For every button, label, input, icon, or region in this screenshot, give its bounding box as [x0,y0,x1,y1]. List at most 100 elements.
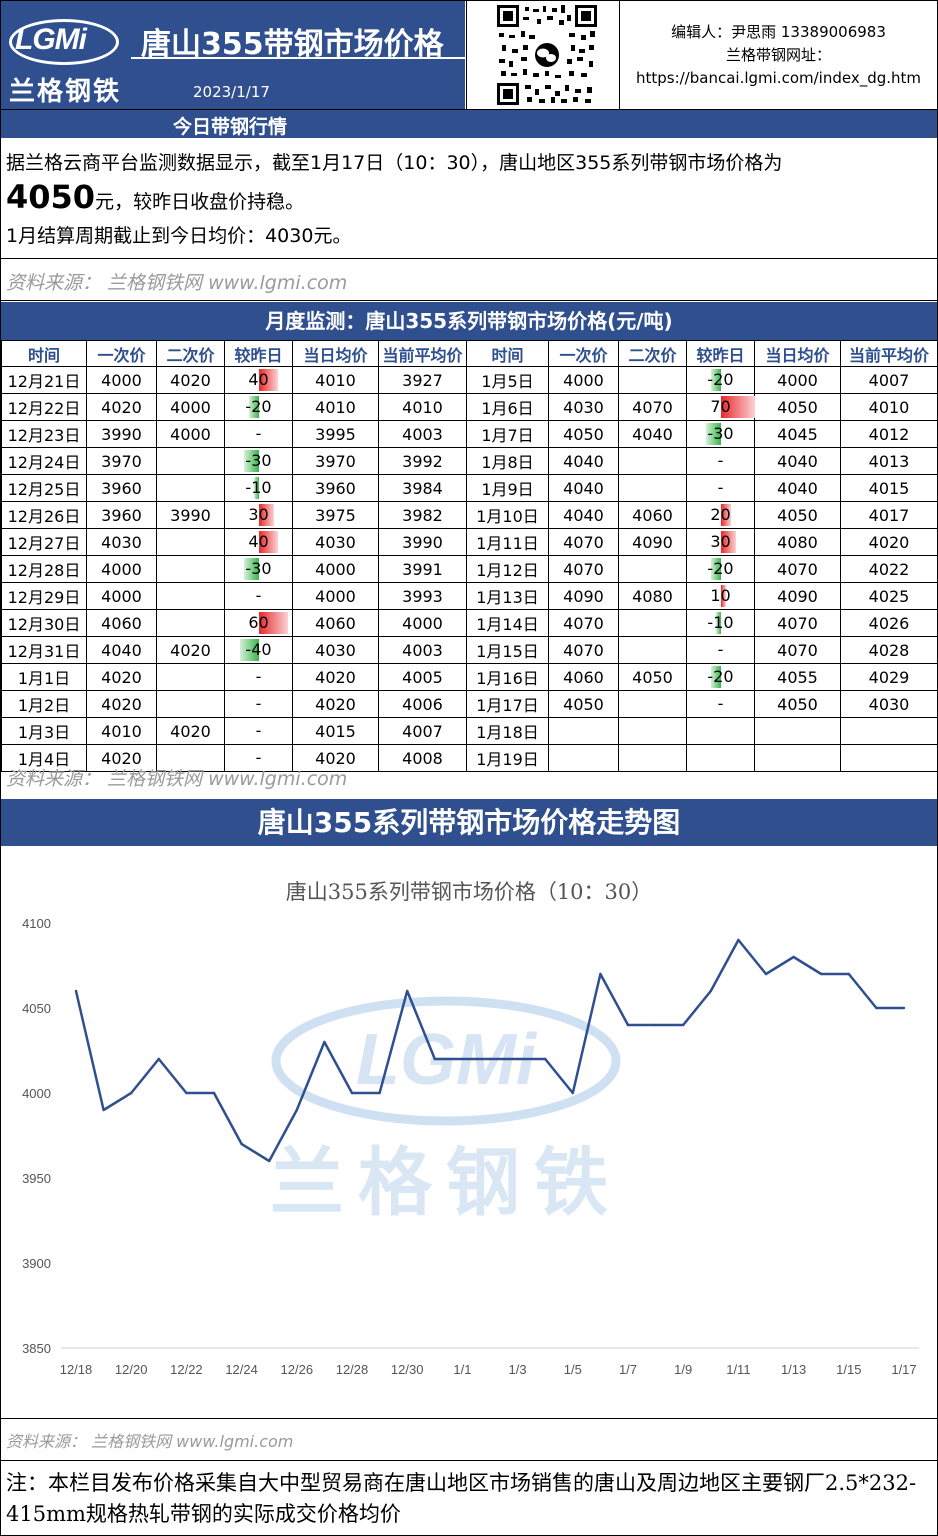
data-point [764,972,768,976]
price-cell: 4010 [86,717,157,745]
price-cell: 4015 [292,717,379,745]
date-cell: 1月18日 [466,717,549,745]
table-row: 12月26日 3960 3990 30 3975 3982 1月10日 4040 4060 20 4… [1,501,938,529]
price-cell: 4000 [292,555,379,583]
table-row: 12月22日 4020 4000 -20 4010 4010 1月6日 4030 4070 70 4… [1,393,938,421]
data-point [268,1159,271,1163]
change-cell: -20 [686,555,755,583]
price-cell [156,555,225,583]
change-cell: 30 [686,528,755,556]
table-row: 12月23日 3990 4000 - 3995 4003 1月7日 4050 4040 -30 40… [1,420,938,448]
decrease-bar [244,558,259,580]
decrease-bar [716,612,721,634]
x-tick-label: 1/1 [453,1362,471,1377]
watermark-cn: 兰格钢铁 [270,1140,622,1226]
data-point [792,955,795,959]
price-cell: 3993 [378,582,467,610]
price-cell: 4060 [292,609,379,637]
data-point [682,1023,685,1027]
decrease-bar [239,639,259,661]
table-body: 12月21日 4000 4020 40 4010 3927 1月5日 4000 -20 4000 4… [1,366,938,772]
data-point [902,1006,906,1010]
site-url-link[interactable]: https://bancai.lgmi.com/index_dg.htm [635,69,922,87]
date-cell: 1月19日 [466,744,549,772]
price-cell: 3975 [292,501,379,529]
decrease-bar [249,396,259,418]
data-point [74,989,78,993]
price-cell [156,609,225,637]
price-cell: 4090 [618,528,687,556]
price-cell: 4040 [548,447,619,475]
price-cell: 4017 [840,501,938,529]
change-cell: 40 [224,528,293,556]
data-point [737,938,740,942]
price-cell: 3927 [378,366,467,394]
y-tick-label: 4000 [22,1086,51,1101]
current-price: 4050 [6,178,96,216]
price-cell: 4000 [548,366,619,394]
site-label: 兰格带钢网址： [725,46,831,64]
table-row: 12月31日 4040 4020 -40 4030 4003 1月15日 4070-4070 4… [1,636,938,664]
decrease-bar [711,666,721,688]
x-tick-label: 1/13 [781,1362,806,1377]
date-cell: 1月14日 [466,609,549,637]
price-cell: 4030 [292,528,379,556]
data-point [571,1091,574,1095]
price-cell: 3995 [292,420,379,448]
price-cell [618,717,687,745]
column-header: 二次价 [156,340,225,367]
change-cell: - [224,663,293,691]
change-cell: 70 [686,393,755,421]
date-cell: 1月9日 [466,474,549,502]
price-cell: 4022 [840,555,938,583]
increase-bar [721,531,736,553]
column-header: 一次价 [86,340,157,367]
price-cell: 4040 [548,501,619,529]
change-cell: 20 [686,501,755,529]
date-cell: 12月26日 [1,501,87,529]
data-point [378,1091,381,1095]
x-tick-label: 1/7 [619,1362,637,1377]
column-header: 二次价 [618,340,687,367]
price-cell [156,690,225,718]
decrease-bar [711,558,721,580]
price-cell: 4030 [548,393,619,421]
date-cell: 12月27日 [1,528,87,556]
price-cell: 4020 [156,636,225,664]
date-cell: 12月23日 [1,420,87,448]
change-cell: - [224,420,293,448]
date-cell: 1月4日 [1,744,87,772]
price-cell: 4050 [754,690,841,718]
change-cell: 60 [224,609,293,637]
today-heading: 今日带钢行情 [173,116,288,138]
price-cell [618,366,687,394]
price-cell: 4020 [292,663,379,691]
date-cell: 1月2日 [1,690,87,718]
change-cell: -10 [224,474,293,502]
y-tick-label: 3950 [22,1171,51,1186]
change-value: 40 [248,532,269,551]
price-cell: 4080 [618,582,687,610]
table-row: 1月2日 4020-4020 4006 1月17日 4050-4050 4030 [1,690,938,718]
price-cell: 4020 [292,744,379,772]
price-cell: 4070 [754,555,841,583]
date-cell: 1月8日 [466,447,549,475]
change-value: - [255,694,262,713]
change-cell: -10 [686,609,755,637]
increase-bar [259,369,279,391]
y-tick-label: 3850 [22,1341,51,1356]
change-cell: - [224,744,293,772]
date-cell: 1月7日 [466,420,549,448]
date-cell: 12月22日 [1,393,87,421]
table-row: 1月3日 4010 4020 - 4015 4007 1月18日 [1,717,938,745]
price-cell: 4070 [548,636,619,664]
price-cell: 4040 [86,636,157,664]
source-note: 资料来源： 兰格钢铁网 www.lgmi.com [6,768,348,790]
monthly-price-table: 时间 一次价 二次价 较昨日 当日均价 当前平均价 时间 一次价 二次价 较昨日 当日均价 当前平均价… [1,340,938,772]
decrease-bar [706,423,721,445]
price-cell: 4012 [840,420,938,448]
price-cell: 4040 [754,447,841,475]
header: LGMi 兰格钢铁 唐山355带钢市场价格 2023/1/17 [0,0,938,110]
logo-cn: 兰格钢铁 [9,77,122,107]
price-cell: 4008 [378,744,467,772]
